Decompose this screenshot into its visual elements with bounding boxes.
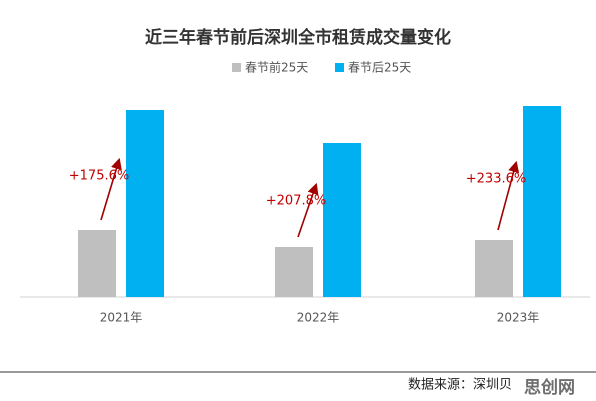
chart-title: 近三年春节前后深圳全市租赁成交量变化: [145, 27, 451, 48]
legend-swatch: [335, 63, 344, 72]
watermark: 思创网: [524, 377, 575, 398]
bar: [275, 247, 313, 297]
annotation-arrow: [297, 182, 319, 238]
annotation: +207.8%: [266, 194, 326, 209]
bar: [523, 106, 561, 297]
bar: [126, 110, 164, 297]
x-tick-label: 2023年: [497, 311, 540, 325]
bar: [323, 143, 361, 297]
bar: [475, 240, 513, 297]
legend-swatch: [232, 63, 241, 72]
annotation-arrow: [497, 160, 520, 231]
bar: [78, 230, 116, 297]
x-tick-label: 2021年: [100, 311, 143, 325]
annotation: +233.6%: [466, 172, 526, 187]
source: 数据来源：深圳贝: [408, 378, 512, 393]
annotation-arrow: [100, 157, 122, 221]
legend-label: 春节后25天: [348, 61, 411, 75]
annotation: +175.6%: [69, 169, 129, 184]
legend-label: 春节前25天: [245, 60, 308, 75]
x-tick-label: 2022年: [297, 311, 340, 325]
